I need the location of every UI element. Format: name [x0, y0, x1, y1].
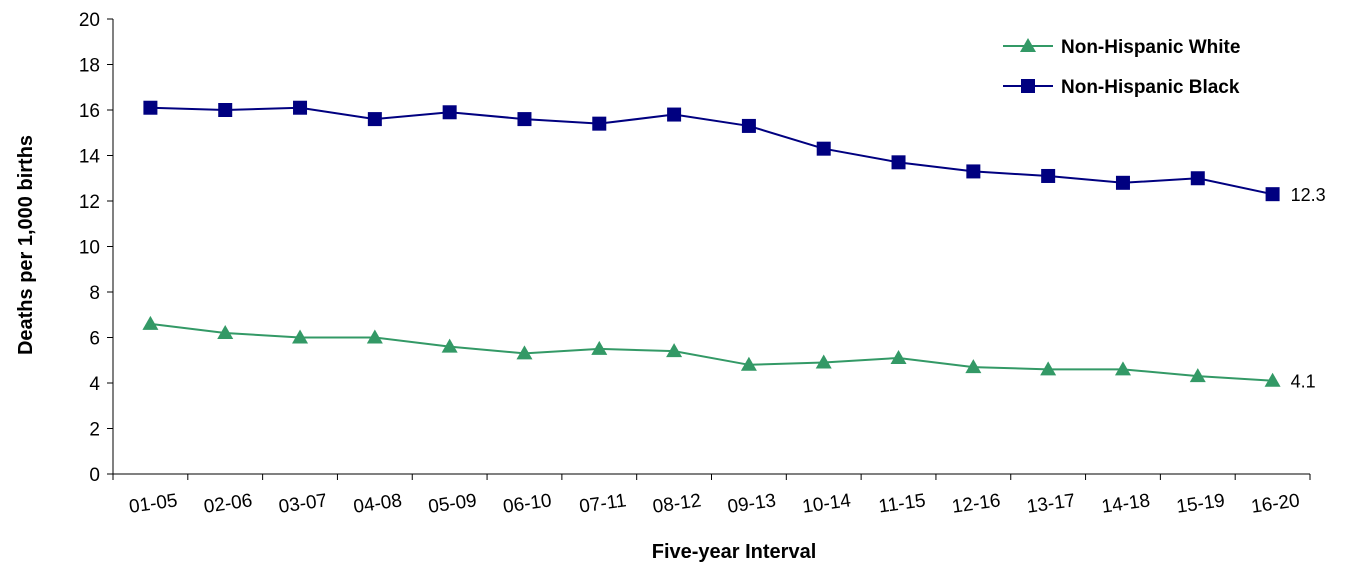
x-tick-label: 13-17 — [1026, 490, 1077, 518]
x-tick-label: 14-18 — [1100, 490, 1151, 518]
y-axis-title: Deaths per 1,000 births — [15, 135, 37, 355]
y-tick-label: 16 — [79, 101, 100, 122]
data-point — [1041, 168, 1056, 183]
y-tick-label: 14 — [79, 147, 101, 168]
y-tick-label: 12 — [79, 192, 100, 213]
data-point — [217, 324, 234, 339]
data-point — [591, 340, 608, 355]
end-value-label: 4.1 — [1291, 372, 1316, 392]
end-value-label: 12.3 — [1291, 185, 1326, 205]
data-point — [516, 345, 533, 360]
series-non-hispanic-white: 4.1 — [142, 315, 1316, 392]
data-point — [442, 105, 457, 120]
data-point — [441, 338, 458, 353]
x-tick-label: 06-10 — [502, 490, 553, 518]
data-point — [1115, 175, 1130, 190]
x-tick-label: 09-13 — [726, 490, 777, 518]
series-layer: 4.1 12.3 — [142, 100, 1326, 392]
y-tick-label: 8 — [89, 283, 100, 304]
y-axis: 0 2 4 6 8 10 12 14 16 18 20 — [79, 10, 114, 486]
data-point — [592, 116, 607, 131]
data-point — [143, 100, 158, 115]
y-tick-label: 4 — [89, 374, 100, 395]
series-line — [150, 322, 1273, 382]
legend-item: Non-Hispanic Black — [1003, 77, 1240, 98]
x-tick-label: 08-12 — [651, 490, 702, 518]
x-tick-label: 01-05 — [128, 490, 179, 518]
data-point — [891, 155, 906, 170]
series-line — [150, 106, 1273, 196]
x-tick-label: 12-16 — [951, 490, 1002, 518]
x-tick-label: 16-20 — [1250, 490, 1301, 518]
x-tick-label: 02-06 — [203, 490, 254, 518]
triangle-marker-icon — [1020, 38, 1036, 52]
y-tick-label: 10 — [79, 238, 100, 259]
data-point — [1265, 187, 1280, 202]
y-tick-label: 18 — [79, 56, 100, 77]
data-point — [367, 112, 382, 127]
x-tick-label: 10-14 — [801, 490, 852, 518]
data-point — [741, 118, 756, 133]
data-point — [965, 359, 982, 374]
x-tick-label: 07-11 — [578, 490, 628, 517]
data-point — [517, 112, 532, 127]
data-point — [1040, 361, 1057, 376]
data-point — [292, 329, 309, 344]
x-tick-label: 05-09 — [427, 490, 478, 518]
x-tick-label: 15-19 — [1175, 490, 1226, 518]
data-point — [1190, 171, 1205, 186]
data-point — [1114, 361, 1131, 376]
data-point — [366, 329, 383, 344]
series-non-hispanic-black: 12.3 — [143, 100, 1326, 205]
legend-label: Non-Hispanic White — [1061, 37, 1240, 58]
x-axis-title: Five-year Interval — [652, 541, 817, 563]
data-point — [815, 354, 832, 369]
data-point — [966, 164, 981, 179]
y-tick-label: 6 — [89, 329, 100, 350]
data-point — [667, 107, 682, 122]
x-tick-label: 11-15 — [877, 490, 927, 517]
data-point — [293, 100, 308, 115]
x-tick-label: 04-08 — [352, 490, 403, 518]
legend-item: Non-Hispanic White — [1003, 37, 1240, 58]
legend-label: Non-Hispanic Black — [1061, 77, 1240, 98]
data-point — [1264, 372, 1281, 387]
data-point — [218, 103, 233, 117]
data-point — [816, 141, 831, 156]
x-tick-label: 03-07 — [277, 490, 328, 518]
legend: Non-Hispanic White Non-Hispanic Black — [1003, 37, 1240, 98]
square-marker-icon — [1021, 79, 1035, 93]
data-point — [142, 315, 159, 330]
y-tick-label: 20 — [79, 10, 100, 31]
y-tick-label: 0 — [89, 465, 100, 486]
x-axis: 01-05 02-06 03-07 04-08 05-09 06-10 07-11 08-12… — [112, 473, 1311, 518]
data-point — [890, 349, 907, 364]
data-point — [666, 343, 683, 358]
data-point — [740, 356, 757, 371]
y-tick-label: 2 — [89, 420, 100, 441]
data-point — [1189, 368, 1206, 383]
